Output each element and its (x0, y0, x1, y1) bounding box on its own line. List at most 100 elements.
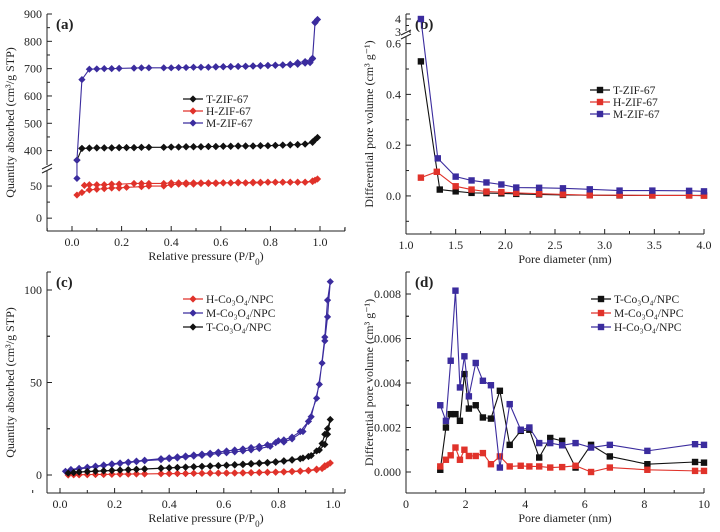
data-point (189, 143, 198, 151)
data-point (487, 461, 495, 468)
data-point (198, 462, 206, 470)
data-point (559, 191, 567, 198)
data-point (547, 464, 554, 471)
data-point (308, 54, 317, 62)
data-point (461, 370, 468, 378)
data-point (547, 439, 554, 447)
data-point (256, 178, 265, 186)
data-point (78, 75, 86, 84)
x-tick-label: 1.5 (448, 238, 463, 252)
legend-marker (189, 119, 197, 127)
data-point (616, 187, 623, 194)
data-point (452, 173, 459, 180)
x-axis-label-end: ) (260, 511, 264, 525)
axis-break-gap (403, 31, 409, 37)
x-tick-label: 1.0 (326, 497, 341, 511)
series-line (65, 281, 331, 472)
data-point (479, 449, 487, 457)
legend-marker (189, 323, 197, 331)
axis-break-mark (400, 29, 412, 36)
data-point (222, 461, 231, 469)
y-axis-label: Differential pore volume (cm³ g⁻¹) (362, 299, 376, 466)
data-point (167, 179, 175, 187)
x-tick-label: 6 (582, 497, 588, 511)
data-point (479, 414, 487, 421)
data-point (326, 278, 334, 286)
data-point (294, 59, 302, 67)
chart-panel-d: 0 2 4 6 8 10 0.000 0.002 0.004 0.006 0.008 Pore dia… (362, 271, 710, 525)
data-point (559, 185, 567, 192)
data-point (315, 446, 323, 454)
data-point (175, 179, 183, 187)
data-point (61, 467, 70, 475)
x-axis-label-end: ) (260, 249, 264, 263)
data-point (288, 467, 296, 475)
data-point (649, 187, 656, 194)
data-point (165, 469, 173, 478)
data-point (222, 449, 231, 457)
data-point (323, 313, 332, 321)
data-point (130, 179, 138, 188)
data-point (318, 439, 326, 448)
data-point (70, 468, 78, 477)
data-point (85, 144, 93, 152)
data-point (586, 191, 593, 199)
data-point (100, 144, 108, 152)
legend-entry: M-ZIF-67 (613, 109, 660, 121)
data-point (122, 183, 131, 191)
panel-label: (a) (56, 17, 74, 33)
data-point (468, 189, 475, 197)
y-tick-label: 50 (30, 179, 42, 193)
data-point (115, 144, 123, 152)
x-tick-label: 1.0 (399, 238, 414, 252)
data-point (487, 382, 495, 389)
data-point (616, 191, 623, 199)
x-tick-label: 0.6 (213, 235, 228, 249)
data-point (271, 178, 279, 186)
data-point (465, 452, 473, 460)
data-point (145, 143, 153, 151)
data-point (271, 61, 279, 69)
data-point (572, 439, 579, 447)
data-point (649, 192, 656, 199)
data-point (116, 470, 124, 478)
data-point (157, 464, 165, 472)
data-point (685, 192, 693, 199)
data-point (456, 417, 464, 425)
data-point (73, 174, 81, 182)
data-point (498, 188, 505, 196)
data-point (483, 188, 490, 195)
data-point (160, 179, 168, 188)
data-point (535, 184, 543, 191)
x-tick-label: 0.4 (164, 235, 179, 249)
data-point (91, 463, 100, 471)
data-point (280, 457, 288, 465)
data-point (606, 453, 614, 460)
series-a-2 (73, 15, 322, 182)
axis-break-gap (44, 165, 50, 171)
data-point (157, 456, 165, 464)
legend-entry: T-Co₃O₄/NPC (614, 294, 679, 306)
x-tick-label: 3.5 (647, 238, 662, 252)
legend-marker (189, 309, 197, 317)
data-point (417, 174, 425, 181)
data-point (461, 353, 468, 360)
data-point (308, 138, 317, 146)
y-tick-label: 0.006 (374, 332, 401, 346)
data-point (100, 65, 108, 73)
chart-panel-a: 0.0 0.2 0.4 0.6 0.8 1.0 0 50 400 500 600 700 800 900 R… (3, 7, 346, 267)
data-point (234, 178, 242, 186)
data-point (442, 456, 450, 463)
data-point (130, 144, 138, 152)
data-point (644, 447, 651, 455)
data-point (206, 450, 214, 459)
y-tick-label: 500 (24, 116, 42, 130)
data-point (437, 463, 444, 470)
data-point (313, 133, 322, 142)
legend-entry: H-ZIF-67 (206, 106, 251, 118)
data-point (447, 410, 454, 418)
data-point (517, 462, 524, 469)
legend-entry: M-Co₃O₄/NPC (206, 308, 276, 320)
data-point (247, 459, 255, 468)
